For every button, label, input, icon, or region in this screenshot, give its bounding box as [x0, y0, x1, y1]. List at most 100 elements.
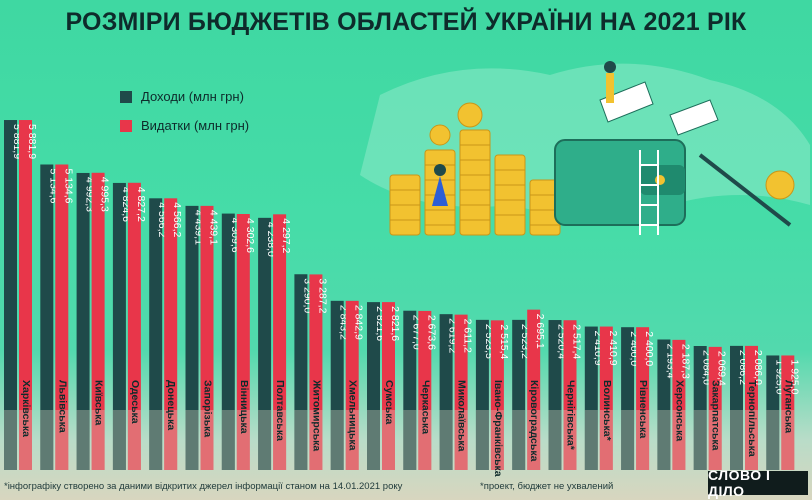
- expense-value-label: 2 086,0: [752, 350, 764, 385]
- bar-fade: [273, 410, 287, 470]
- expense-value-label: 2 515,4: [498, 324, 510, 359]
- expense-value-label: 4 302,6: [244, 218, 256, 253]
- expense-bar: [599, 326, 613, 470]
- bar-fade: [55, 410, 69, 470]
- category-label: Миколаївська: [456, 380, 468, 452]
- bar-fade: [4, 410, 17, 470]
- income-bar: [657, 339, 671, 470]
- legend-expenses-swatch: [120, 119, 132, 132]
- income-bar: [4, 120, 17, 470]
- expense-value-label: 2 842,9: [353, 305, 365, 340]
- expense-bar: [563, 320, 577, 470]
- bar-fade: [149, 410, 163, 470]
- bar-fade: [382, 410, 395, 470]
- bar-fade: [490, 410, 504, 470]
- income-bar: [621, 327, 635, 470]
- bar-fade: [512, 410, 526, 470]
- legend-income-label: Доходи (млн грн): [141, 89, 244, 104]
- bar-fade: [672, 410, 686, 470]
- bar-fade: [127, 410, 141, 470]
- expense-bar: [745, 345, 758, 470]
- footnote-draft: *проект, бюджет не ухвалений: [480, 481, 614, 492]
- expense-value-label: 2 400,0: [643, 331, 655, 366]
- category-label: Запорізька: [202, 380, 214, 437]
- bar-fade: [294, 410, 308, 470]
- legend-expenses-label: Видатки (млн грн): [141, 118, 250, 133]
- brand-logo: СЛОВО І ДІЛО: [708, 467, 808, 499]
- category-label: Херсонська: [673, 380, 685, 441]
- category-label: Чернігівська*: [565, 380, 577, 451]
- category-label: Житомирська: [310, 379, 322, 451]
- income-bar: [185, 205, 199, 471]
- category-label: Тернопільська: [746, 380, 758, 457]
- bar-fade: [309, 410, 323, 470]
- bar-fade: [439, 410, 453, 470]
- expense-value-label: 4 566,2: [171, 202, 183, 237]
- income-bar: [149, 198, 163, 470]
- legend-income-swatch: [120, 90, 132, 103]
- income-bar: [367, 302, 380, 470]
- expense-bar: [164, 198, 178, 470]
- category-label: Черкаська: [419, 380, 431, 434]
- expense-value-label: 5 134,6: [62, 168, 74, 203]
- expense-bar: [781, 355, 795, 470]
- income-bar: [403, 310, 417, 470]
- category-label: Рівненська: [637, 380, 649, 438]
- expense-value-label: 2 517,4: [571, 324, 583, 359]
- income-bar: [330, 300, 344, 470]
- expense-bar: [91, 172, 105, 470]
- income-bar: [112, 182, 126, 471]
- category-label: Одеська: [129, 380, 141, 424]
- expense-bar: [19, 120, 32, 470]
- expense-bar: [454, 314, 468, 470]
- category-label: Донецька: [165, 380, 177, 430]
- expense-value-label: 2 069,4: [716, 351, 728, 386]
- bar-fade: [403, 410, 417, 470]
- bar-fade: [636, 410, 650, 470]
- bar-fade: [454, 410, 468, 470]
- page-title: РОЗМІРИ БЮДЖЕТІВ ОБЛАСТЕЙ УКРАЇНИ НА 202…: [65, 8, 747, 36]
- income-bar: [221, 213, 235, 470]
- expense-bar: [672, 339, 686, 470]
- category-label: Луганська: [782, 380, 794, 433]
- category-label: Волинська*: [601, 380, 613, 442]
- coins-illustration: [360, 61, 810, 236]
- category-label: Закарпатська: [710, 380, 722, 451]
- bar-fade: [527, 410, 541, 470]
- bar-fade: [40, 410, 54, 470]
- bar-fade: [745, 410, 758, 470]
- bar-fade: [112, 410, 126, 470]
- expense-bar: [55, 164, 69, 470]
- income-bar: [693, 346, 707, 470]
- expense-bar: [527, 309, 541, 470]
- bar-fade: [185, 410, 199, 470]
- income-bar: [584, 326, 598, 470]
- bar-fade: [164, 410, 178, 470]
- expense-value-label: 4 439,1: [208, 210, 220, 245]
- category-label: Київська: [93, 380, 105, 426]
- expense-bar: [200, 205, 214, 471]
- category-label: Львівська: [56, 380, 68, 433]
- expense-value-label: 2 187,3: [679, 344, 691, 379]
- category-label: Кіровоградська: [528, 380, 540, 462]
- expense-value-label: 4 297,2: [280, 218, 292, 253]
- expense-bar: [382, 302, 395, 470]
- bar-fade: [221, 410, 235, 470]
- expense-value-label: 4 827,2: [135, 187, 147, 222]
- income-bar: [40, 164, 54, 470]
- bar-fade: [563, 410, 577, 470]
- expense-value-label: 5 881,9: [26, 124, 38, 159]
- income-bar: [76, 172, 90, 471]
- legend-income: Доходи (млн грн): [120, 89, 244, 104]
- expense-bar: [636, 327, 650, 470]
- income-bar: [294, 274, 308, 470]
- category-label: Харківська: [20, 380, 32, 437]
- bar-fade: [258, 410, 272, 470]
- expense-value-label: 2 695,1: [534, 314, 546, 349]
- expense-value-label: 1 925,0: [788, 359, 800, 394]
- expense-value-label: 2 611,2: [462, 319, 474, 353]
- expense-bar: [127, 182, 141, 470]
- expense-value-label: 4 995,3: [99, 177, 111, 212]
- bar-fade: [475, 410, 489, 470]
